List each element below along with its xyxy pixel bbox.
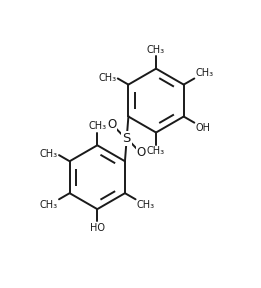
Text: CH₃: CH₃ [40, 149, 58, 159]
Text: CH₃: CH₃ [88, 122, 106, 132]
Text: O: O [107, 118, 116, 131]
Text: CH₃: CH₃ [98, 73, 116, 83]
Text: S: S [122, 132, 131, 145]
Text: CH₃: CH₃ [196, 68, 214, 78]
Text: O: O [136, 146, 145, 159]
Text: CH₃: CH₃ [137, 200, 155, 210]
Text: CH₃: CH₃ [40, 200, 58, 210]
Text: HO: HO [90, 223, 105, 233]
Text: OH: OH [196, 124, 211, 133]
Text: CH₃: CH₃ [147, 45, 165, 55]
Text: CH₃: CH₃ [147, 146, 165, 156]
